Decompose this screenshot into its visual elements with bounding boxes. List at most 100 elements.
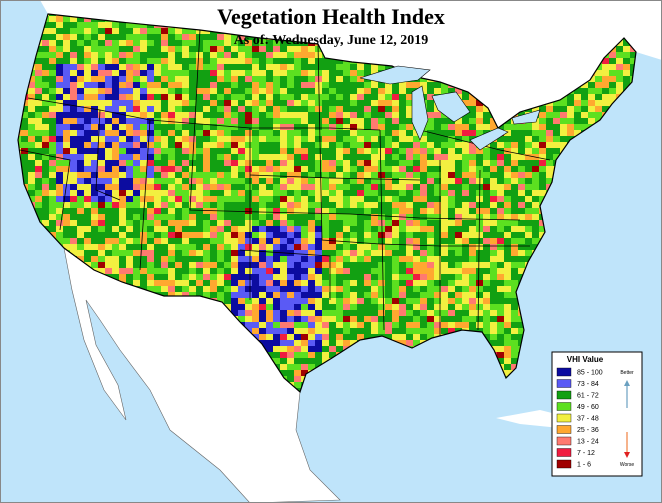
vegetation-cell	[329, 160, 337, 167]
vegetation-cell	[273, 292, 281, 299]
vegetation-cell	[84, 88, 92, 95]
vegetation-cell	[98, 40, 106, 47]
vegetation-cell	[336, 154, 344, 161]
vegetation-cell	[273, 100, 281, 107]
vegetation-cell	[329, 190, 337, 197]
vegetation-cell	[406, 244, 414, 251]
vegetation-cell	[252, 154, 260, 161]
vegetation-cell	[154, 124, 162, 131]
vegetation-cell	[105, 238, 113, 245]
vegetation-cell	[105, 226, 113, 233]
vegetation-cell	[469, 250, 477, 257]
vegetation-cell	[399, 238, 407, 245]
vegetation-cell	[203, 184, 211, 191]
vegetation-cell	[518, 154, 526, 161]
vegetation-cell	[385, 298, 393, 305]
vegetation-cell	[343, 304, 351, 311]
vegetation-cell	[455, 88, 463, 95]
vegetation-cell	[84, 100, 92, 107]
vegetation-cell	[448, 304, 456, 311]
vegetation-cell	[98, 232, 106, 239]
vegetation-cell	[231, 160, 239, 167]
vegetation-cell	[308, 322, 316, 329]
vegetation-cell	[42, 178, 50, 185]
vegetation-cell	[231, 256, 239, 263]
vegetation-cell	[406, 130, 414, 137]
vegetation-cell	[189, 136, 197, 143]
vegetation-cell	[119, 70, 127, 77]
vegetation-cell	[140, 94, 148, 101]
vegetation-cell	[259, 286, 267, 293]
vegetation-cell	[21, 154, 29, 161]
vegetation-cell	[259, 268, 267, 275]
vegetation-cell	[399, 202, 407, 209]
vegetation-cell	[497, 286, 505, 293]
vegetation-cell	[497, 214, 505, 221]
vegetation-cell	[329, 256, 337, 263]
vegetation-cell	[28, 76, 36, 83]
vegetation-cell	[511, 142, 519, 149]
vegetation-cell	[238, 292, 246, 299]
vegetation-cell	[224, 64, 232, 71]
vegetation-cell	[196, 148, 204, 155]
vegetation-cell	[399, 190, 407, 197]
vegetation-cell	[63, 136, 71, 143]
vegetation-cell	[392, 94, 400, 101]
vegetation-cell	[189, 232, 197, 239]
vegetation-cell	[252, 58, 260, 65]
vegetation-cell	[217, 100, 225, 107]
vegetation-cell	[63, 16, 71, 23]
vegetation-cell	[259, 118, 267, 125]
vegetation-cell	[35, 82, 43, 89]
vegetation-cell	[259, 46, 267, 53]
vegetation-cell	[525, 214, 533, 221]
vegetation-cell	[490, 334, 498, 341]
vegetation-cell	[483, 118, 491, 125]
vegetation-cell	[133, 238, 141, 245]
vegetation-cell	[252, 40, 260, 47]
vegetation-cell	[406, 250, 414, 257]
vegetation-cell	[245, 220, 253, 227]
vegetation-cell	[133, 82, 141, 89]
vegetation-cell	[343, 94, 351, 101]
vegetation-cell	[266, 118, 274, 125]
vegetation-cell	[420, 178, 428, 185]
vegetation-cell	[259, 238, 267, 245]
vegetation-cell	[511, 268, 519, 275]
vegetation-cell	[77, 34, 85, 41]
vegetation-cell	[182, 238, 190, 245]
vegetation-cell	[322, 130, 330, 137]
vegetation-cell	[504, 334, 512, 341]
vegetation-cell	[182, 280, 190, 287]
vegetation-cell	[294, 232, 302, 239]
vegetation-cell	[203, 40, 211, 47]
vegetation-cell	[287, 184, 295, 191]
vegetation-cell	[420, 274, 428, 281]
vegetation-cell	[42, 94, 50, 101]
vegetation-cell	[462, 214, 470, 221]
vegetation-cell	[182, 268, 190, 275]
vegetation-cell	[224, 298, 232, 305]
vegetation-cell	[133, 160, 141, 167]
vegetation-cell	[511, 190, 519, 197]
vegetation-cell	[161, 232, 169, 239]
vegetation-cell	[189, 130, 197, 137]
vegetation-cell	[175, 64, 183, 71]
vegetation-cell	[133, 232, 141, 239]
vegetation-cell	[294, 220, 302, 227]
vegetation-cell	[280, 76, 288, 83]
vegetation-cell	[448, 208, 456, 215]
vegetation-cell	[483, 184, 491, 191]
vegetation-cell	[322, 166, 330, 173]
vegetation-cell	[259, 52, 267, 59]
vegetation-cell	[245, 238, 253, 245]
canada	[0, 0, 662, 128]
vegetation-cell	[329, 100, 337, 107]
vegetation-cell	[140, 172, 148, 179]
vegetation-cell	[406, 112, 414, 119]
vegetation-cell	[49, 154, 57, 161]
vegetation-cell	[70, 208, 78, 215]
vegetation-cell	[322, 106, 330, 113]
vegetation-cell	[252, 106, 260, 113]
vegetation-cell	[441, 268, 449, 275]
